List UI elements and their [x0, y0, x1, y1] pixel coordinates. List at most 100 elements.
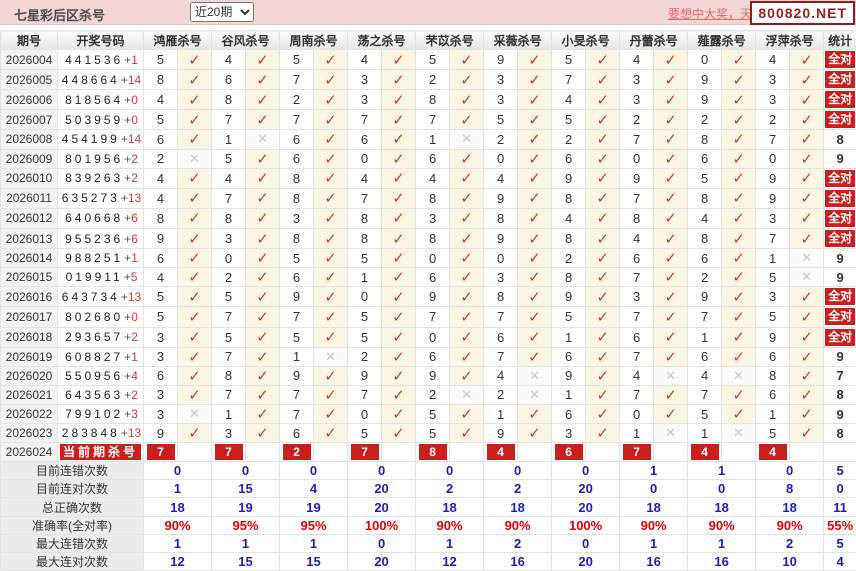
stat-cell: 全对 — [823, 306, 856, 328]
promo-site-badge[interactable]: 800820.NET — [750, 1, 855, 25]
check-icon: ✓ — [800, 190, 813, 208]
stat-cell: 8 — [823, 129, 856, 150]
mark-cell: ✓ — [721, 248, 757, 269]
kill-number-cell: 4 — [143, 187, 178, 209]
summary-value: 19 — [211, 497, 281, 517]
mark-cell: ✓ — [585, 403, 621, 425]
kill-number-cell: 5 — [347, 248, 383, 269]
kill-number-cell: 2 — [483, 129, 519, 150]
kill-number-cell: 3 — [755, 89, 791, 111]
draw-numbers-cell: 441536+1 — [57, 48, 144, 71]
mark-cell: ✓ — [176, 248, 213, 269]
summary-stat-value: 5 — [823, 461, 856, 481]
kill-number-cell: 1 — [551, 326, 587, 348]
check-icon: ✓ — [596, 91, 609, 109]
current-kill-number-cell: 6 — [551, 442, 587, 463]
kill-number-cell: 3 — [483, 69, 519, 91]
table-row: 2026004 441536+1 5 ✓ 4 ✓ 5 ✓ 4 ✓ 5 ✓ 9 ✓ 5 ✓ 4 ✓ 0 ✓ 4 ✓ 全对 — [0, 48, 856, 71]
check-icon: ✓ — [256, 308, 269, 326]
kill-number-cell: 3 — [415, 207, 451, 229]
period-cell: 2026004 — [0, 48, 58, 71]
stat-count: 8 — [836, 387, 844, 403]
mark-cell: ✓ — [381, 306, 417, 328]
check-icon: ✓ — [188, 51, 201, 69]
check-icon: ✓ — [324, 386, 337, 404]
draw-numbers-cell: 839263+2 — [57, 167, 144, 189]
summary-row: 最大连错次数 1 1 1 0 1 2 0 1 1 2 5 — [0, 533, 856, 553]
current-kill-number: 8 — [418, 444, 447, 461]
summary-value: 12 — [142, 551, 213, 571]
mark-cell: ✓ — [176, 48, 213, 71]
check-icon: ✓ — [596, 250, 609, 268]
kill-number-cell: 4 — [143, 89, 178, 111]
mark-cell: ✓ — [245, 167, 281, 189]
kill-number-cell: 2 — [415, 384, 451, 405]
kill-number-cell: 4 — [211, 167, 247, 189]
mark-cell: ✓ — [585, 286, 621, 308]
kill-number-cell: 7 — [755, 129, 791, 150]
mark-cell: ✓ — [517, 207, 553, 229]
cross-icon: ✕ — [665, 425, 677, 441]
column-header-stat: 统计 — [823, 30, 856, 50]
mark-cell: ✓ — [381, 423, 417, 444]
all-correct-badge: 全对 — [825, 71, 856, 89]
kill-number-cell: 2 — [551, 129, 587, 150]
draw-numbers-cell: 283848+13 — [57, 423, 144, 444]
kill-number-cell: 3 — [347, 89, 383, 111]
check-icon: ✓ — [392, 71, 405, 89]
draw-back-number: 5 — [130, 270, 138, 285]
mark-cell: ✓ — [381, 286, 417, 308]
period-cell: 2026013 — [0, 227, 58, 250]
summary-label: 最大连对次数 — [0, 551, 144, 571]
kill-number-cell: 4 — [687, 365, 723, 386]
draw-digits: 801956 — [65, 151, 124, 166]
kill-number-cell: 4 — [143, 267, 178, 288]
kill-number-cell: 8 — [143, 207, 178, 229]
kill-number-cell: 2 — [755, 109, 791, 131]
mark-cell: ✓ — [449, 306, 485, 328]
draw-back-number: 0 — [131, 112, 138, 127]
table-row: 2026013 955236+6 9 ✓ 3 ✓ 8 ✓ 8 ✓ 8 ✓ 9 ✓ 8 ✓ 4 ✓ 8 ✓ 7 ✓ 全对 — [0, 227, 856, 250]
draw-digits: 608827 — [65, 349, 124, 364]
check-icon: ✓ — [324, 250, 337, 268]
cross-icon: ✕ — [325, 348, 336, 364]
stat-count: 7 — [836, 368, 844, 384]
kill-number-cell: 5 — [755, 423, 791, 444]
mark-cell: ✓ — [585, 207, 621, 229]
kill-number-cell: 3 — [347, 69, 383, 91]
summary-value: 20 — [551, 479, 621, 499]
summary-value: 1 — [415, 533, 485, 553]
check-icon: ✓ — [800, 131, 813, 149]
period-range-select[interactable]: 近20期 — [190, 2, 254, 22]
check-icon: ✓ — [256, 386, 269, 404]
check-icon: ✓ — [732, 348, 745, 366]
current-kill-number: 4 — [690, 444, 719, 461]
summary-value: 2 — [483, 479, 553, 499]
summary-value: 0 — [551, 533, 621, 553]
all-correct-badge: 全对 — [825, 51, 856, 69]
check-icon: ✓ — [324, 406, 337, 424]
mark-cell: ✓ — [245, 326, 281, 348]
kill-number-cell: 7 — [279, 109, 315, 131]
kill-number-cell: 8 — [347, 227, 383, 250]
check-icon: ✓ — [256, 190, 269, 208]
promo-link[interactable]: 要想中大奖，天 — [667, 7, 752, 21]
kill-number-cell: 6 — [551, 148, 587, 169]
draw-back-number: 0 — [131, 92, 138, 107]
stat-count: 9 — [836, 151, 844, 167]
kill-number-cell: 5 — [755, 306, 791, 328]
check-icon: ✓ — [460, 250, 473, 268]
check-icon: ✓ — [256, 348, 269, 366]
check-icon: ✓ — [732, 210, 745, 228]
draw-numbers-cell: 019911+5 — [57, 267, 144, 288]
column-header-kill: 浮萍杀号 — [755, 30, 825, 50]
summary-value: 0 — [619, 479, 689, 499]
summary-value: 0 — [279, 461, 349, 481]
kill-number-cell: 9 — [755, 167, 791, 189]
stat-cell: 9 — [823, 403, 856, 425]
check-icon: ✓ — [664, 111, 677, 129]
all-correct-badge: 全对 — [825, 328, 856, 346]
current-kill-number-cell: 7 — [347, 442, 383, 463]
check-icon: ✓ — [392, 386, 405, 404]
draw-numbers-cell: 799102+3 — [57, 403, 144, 425]
